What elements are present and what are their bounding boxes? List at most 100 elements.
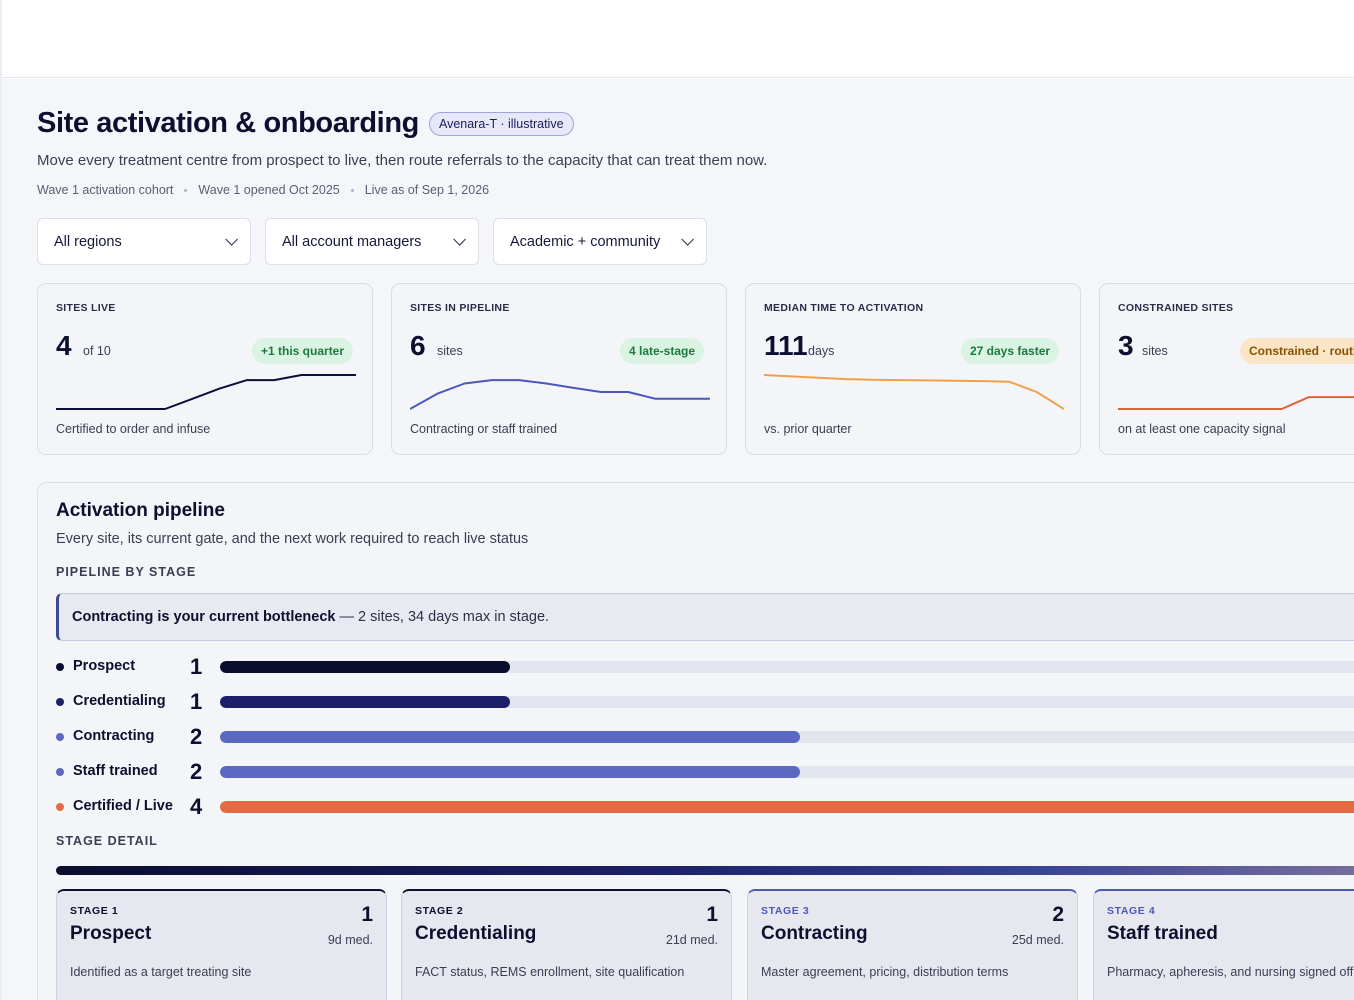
stage-progress-rule [56,866,1354,875]
kpi-unit: sites [1142,344,1168,358]
stage-count: 1 [190,654,203,679]
stage-detail-label: STAGE DETAIL [56,834,158,848]
title-row: Site activation & onboarding Avenara-T ·… [37,107,574,140]
stage-card-count: 2 [1052,903,1064,926]
left-edge-rule [0,0,2,1000]
kpi-caption: vs. prior quarter [764,422,852,436]
stage-card-title: Prospect [70,923,152,944]
kpi-caption: Contracting or staff trained [410,422,558,436]
kpi-unit: of 10 [83,344,111,358]
meta-live-date: Live as of Sep 1, 2026 [364,183,490,197]
kpi-value: 3 [1118,330,1134,361]
kpi-card-median-time: MEDIAN TIME TO ACTIVATION 111 days 27 da… [745,283,1081,455]
stage-card-median: 21d med. [665,933,718,947]
stage-row[interactable]: Staff trained 2 [56,759,1354,784]
sparkline-path [764,374,1064,410]
stage-bar-fill [220,731,800,743]
kpi-label: SITES LIVE [56,302,116,314]
stage-name: Prospect [73,658,136,674]
stage-name: Credentialing [73,693,166,709]
kpi-sparkline [1118,396,1354,410]
stage-bar-track [220,696,1354,708]
stage-card-title: Credentialing [415,923,537,944]
stage-card-description: Identified as a target treating site [70,965,252,979]
stage-card-staff-trained[interactable]: STAGE 4 Staff trained Pharmacy, apheresi… [1093,889,1354,1000]
stage-card-median: 25d med. [1011,933,1064,947]
stage-card-prospect[interactable]: STAGE 1 Prospect 1 9d med. Identified as… [56,889,387,1000]
kpi-card-sites-in-pipeline: SITES IN PIPELINE 6 sites 4 late-stage C… [391,283,727,455]
stage-bar-track [220,731,1354,743]
stage-card-count: 1 [706,903,718,926]
stage-card-title: Staff trained [1107,923,1218,944]
kpi-value: 4 [56,330,72,361]
stage-name: Contracting [73,728,155,744]
meta-opened: Wave 1 opened Oct 2025 [198,183,340,197]
illustrative-badge: Avenara-T · illustrative [428,111,574,136]
meta-separator [350,188,354,192]
kpi-card-sites-live: SITES LIVE 4 of 10 +1 this quarter Certi… [37,283,373,455]
stage-bar-track [220,766,1354,778]
kpi-card-constrained-sites: CONSTRAINED SITES 3 sites Constrained · … [1099,283,1354,455]
stage-row[interactable]: Contracting 2 [56,724,1354,749]
meta-separator [184,188,188,192]
kpi-sparkline [56,374,356,410]
stage-bar-fill [220,766,800,778]
stage-card-number: STAGE 2 [415,905,464,917]
bottleneck-callout: Contracting is your current bottleneck —… [56,593,1354,641]
stage-row[interactable]: Prospect 1 [56,654,1354,679]
stage-dot [56,803,64,811]
meta-cohort: Wave 1 activation cohort [37,183,174,197]
stage-card-credentialing[interactable]: STAGE 2 Credentialing 1 21d med. FACT st… [401,889,732,1000]
page-title: Site activation & onboarding [37,107,419,139]
chevron-down-icon [681,233,694,246]
activation-pipeline-panel: Activation pipeline Every site, its curr… [37,482,1354,1000]
main-content: Site activation & onboarding Avenara-T ·… [2,79,1354,1000]
pipeline-by-stage-label: PIPELINE BY STAGE [56,565,197,579]
page-meta: Wave 1 activation cohort Wave 1 opened O… [37,183,489,197]
region-filter[interactable]: All regions [37,218,251,265]
stage-card-median: 9d med. [327,933,373,947]
stage-dot [56,663,64,671]
kpi-unit: days [808,344,835,358]
stage-bar-fill [220,661,510,673]
manager-filter[interactable]: All account managers [265,218,479,265]
kpi-label: SITES IN PIPELINE [410,302,510,314]
stage-row[interactable]: Certified / Live 4 [56,794,1354,819]
site-type-filter-value: Academic + community [510,233,661,250]
stage-name: Certified / Live [73,798,173,814]
sparkline-path [410,379,710,410]
sparkline-path [56,374,356,410]
stage-count: 4 [190,794,203,819]
stage-name: Staff trained [73,763,158,779]
stage-bar-track [220,801,1354,813]
stage-bar-track [220,661,1354,673]
region-filter-value: All regions [54,233,122,250]
panel-subtitle: Every site, its current gate, and the ne… [56,531,529,547]
kpi-caption: on at least one capacity signal [1118,422,1286,436]
top-bar [2,0,1354,78]
chevron-down-icon [453,233,466,246]
stage-dot [56,733,64,741]
stage-count: 2 [190,724,203,749]
kpi-value: 6 [410,330,426,361]
stage-card-contracting[interactable]: STAGE 3 Contracting 2 25d med. Master ag… [747,889,1078,1000]
sparkline-path [1118,396,1354,410]
kpi-sparkline [764,374,1064,410]
stage-card-description: Master agreement, pricing, distribution … [761,965,1009,979]
kpi-trend-badge: 4 late-stage [620,338,705,364]
kpi-label: MEDIAN TIME TO ACTIVATION [764,302,924,314]
callout-detail: — 2 sites, 34 days max in stage. [335,609,550,625]
stage-card-description: Pharmacy, apheresis, and nursing signed … [1107,965,1354,979]
kpi-value: 111 [764,330,808,361]
kpi-trend-badge: 27 days faster [961,338,1060,364]
stage-count: 1 [190,689,203,714]
chevron-down-icon [225,233,238,246]
callout-headline: Contracting is your current bottleneck [72,609,336,625]
site-type-filter[interactable]: Academic + community [493,218,707,265]
stage-bar-fill [220,801,1354,813]
kpi-caption: Certified to order and infuse [56,422,211,436]
page-subtitle: Move every treatment centre from prospec… [37,152,768,169]
stage-card-number: STAGE 1 [70,905,119,917]
stage-row[interactable]: Credentialing 1 [56,689,1354,714]
kpi-unit: sites [437,344,463,358]
